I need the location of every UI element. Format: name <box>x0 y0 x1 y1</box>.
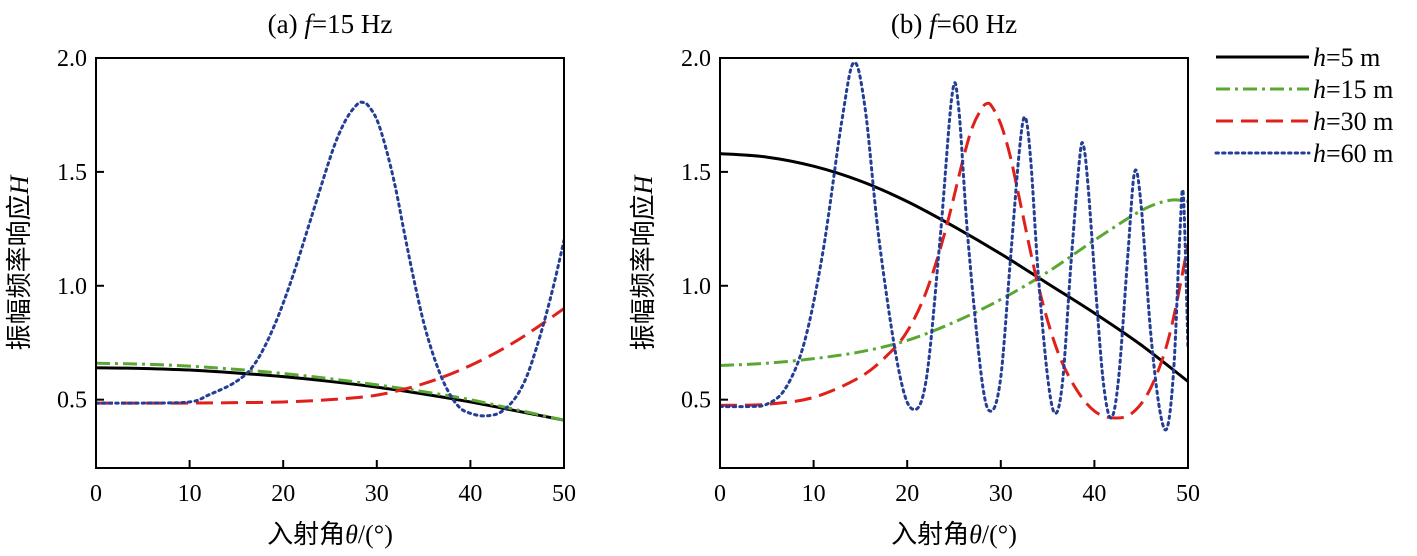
chart-0-x-tick-label: 30 <box>365 481 389 507</box>
chart-0-series-line <box>96 100 564 418</box>
chart-0-x-tick-label: 0 <box>90 481 102 507</box>
chart-0-y-tick-label: 0.5 <box>57 388 87 414</box>
chart-0-series-group <box>96 100 564 422</box>
chart-0-y-axis-title-var: H <box>5 174 34 195</box>
legend-label-value: =15 m <box>1326 75 1393 104</box>
legend-label: h=5 m <box>1313 43 1380 72</box>
legend-label-var: h <box>1313 107 1326 136</box>
chart-0-y-tick-label: 1.5 <box>57 160 87 186</box>
legend-label: h=15 m <box>1313 75 1393 104</box>
chart-0-title: (a) f=15 Hz <box>268 9 393 39</box>
chart-1-x-axis-title-prefix: 入射角 <box>891 520 969 549</box>
chart-1-x-tick-label: 10 <box>802 481 826 507</box>
chart-0-x-tick-label: 50 <box>552 481 576 507</box>
chart-1-x-tick-label: 50 <box>1176 481 1200 507</box>
chart-1-y-axis-title: 振幅频率响应H <box>629 174 658 350</box>
legend-label-var: h <box>1313 139 1326 168</box>
legend-label: h=60 m <box>1313 139 1393 168</box>
chart-1-x-tick-label: 40 <box>1082 481 1106 507</box>
chart-1-y-tick-label: 2.0 <box>681 46 711 72</box>
chart-1-series-line <box>720 101 1188 420</box>
chart-0-x-axis-title-prefix: 入射角 <box>267 520 345 549</box>
chart-0-series-line <box>96 361 564 422</box>
chart-1-title-var: f <box>929 9 940 39</box>
chart-1-y-axis-title-var: H <box>629 174 658 195</box>
chart-1-y-tick-label: 1.5 <box>681 160 711 186</box>
chart-1-x-tick-label: 20 <box>895 481 919 507</box>
legend-label-var: h <box>1313 43 1326 72</box>
chart-1-title-label: (b) <box>891 9 929 39</box>
chart-0-y-tick-label: 1.0 <box>57 274 87 300</box>
chart-0-title-var: f <box>304 9 315 39</box>
legend-label-value: =60 m <box>1326 139 1393 168</box>
chart-1-x-tick-label: 30 <box>989 481 1013 507</box>
chart-0-y-axis-title: 振幅频率响应H <box>5 174 34 350</box>
chart-1-y-tick-label: 1.0 <box>681 274 711 300</box>
chart-1-x-axis-title: 入射角θ/(°) <box>891 520 1017 549</box>
legend-label: h=30 m <box>1313 107 1393 136</box>
chart-1-x-tick-label: 0 <box>714 481 726 507</box>
chart-0-series-line <box>96 307 564 405</box>
legend-label-value: =30 m <box>1326 107 1393 136</box>
chart-0-plot-frame <box>95 57 565 469</box>
chart-0-title-value: =15 Hz <box>312 9 392 39</box>
chart-1-x-axis-title-var: θ <box>969 520 982 549</box>
chart-1-title: (b) f=60 Hz <box>891 9 1017 39</box>
chart-1-y-axis-title-prefix: 振幅频率响应 <box>629 194 658 350</box>
panel-b: 0 10 20 30 40 50 0.5 1.0 1.5 2.0 (b) f=60 Hz 入射角θ/(… <box>629 9 1200 549</box>
chart-1-plot-frame <box>719 57 1189 469</box>
chart-1-series-line <box>720 152 1188 383</box>
chart-1-series-group <box>720 61 1188 432</box>
chart-1-series-line <box>720 61 1188 432</box>
chart-0-x-tick-label: 20 <box>271 481 295 507</box>
panel-a: 0 10 20 30 40 50 0.5 1.0 1.5 2.0 (a) f=15 Hz 入射角θ/(… <box>5 9 576 549</box>
chart-0-x-axis-title-suffix: /(°) <box>358 520 393 549</box>
chart-1-x-axis-title-suffix: /(°) <box>982 520 1017 549</box>
chart-0-y-axis-title-prefix: 振幅频率响应 <box>5 194 34 350</box>
chart-0-x-tick-label: 40 <box>458 481 482 507</box>
chart-1-title-value: =60 Hz <box>937 9 1017 39</box>
chart-0-x-axis-title-var: θ <box>345 520 358 549</box>
chart-0-x-tick-label: 10 <box>178 481 202 507</box>
chart-1-series-line <box>720 198 1188 367</box>
chart-1-y-tick-label: 0.5 <box>681 388 711 414</box>
chart-0-x-axis-title: 入射角θ/(°) <box>267 520 393 549</box>
chart-0-title-label: (a) <box>268 9 305 39</box>
chart-0-series-line <box>96 366 564 422</box>
legend: h=5 mh=15 mh=30 mh=60 m <box>1214 43 1393 168</box>
chart-0-y-tick-label: 2.0 <box>57 46 87 72</box>
legend-label-var: h <box>1313 75 1326 104</box>
legend-label-value: =5 m <box>1326 43 1380 72</box>
